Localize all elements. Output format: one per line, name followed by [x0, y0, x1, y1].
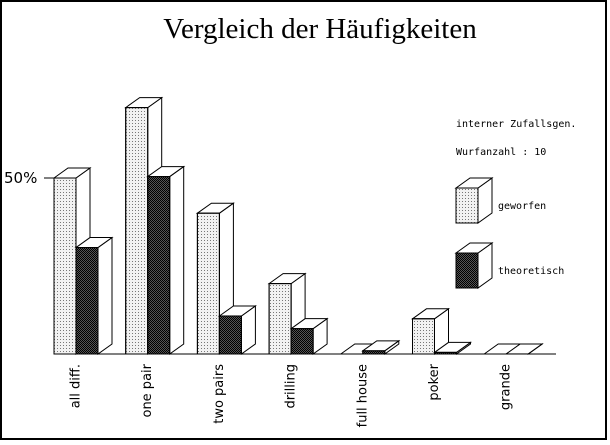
x-tick-label: all diff. [69, 364, 84, 408]
annotation: Wurfanzahl : 10 [456, 147, 546, 158]
bar-texture [53, 177, 77, 355]
bar-texture [196, 212, 220, 355]
bar-texture [218, 315, 242, 355]
legend-swatch-texture [455, 187, 479, 224]
bar-texture [75, 247, 99, 355]
x-tick-label: one pair [140, 363, 155, 417]
chart-title: Vergleich der Häufigkeiten [163, 13, 477, 45]
annotation: interner Zufallsgen. [456, 119, 576, 130]
legend-label: theoretisch [498, 266, 564, 277]
bar-texture [290, 328, 314, 355]
bar-texture [268, 283, 292, 355]
bar-texture [147, 176, 171, 355]
x-tick-label: drilling [284, 364, 299, 409]
x-tick-label: full house [355, 364, 370, 427]
bar-texture [125, 107, 149, 355]
bar-side [97, 236, 113, 355]
x-tick-label: two pairs [212, 364, 227, 424]
bar-texture [434, 351, 457, 355]
y-tick-label: 50% [4, 169, 37, 187]
bar-side [169, 165, 185, 355]
bar-texture [362, 350, 386, 355]
x-tick-label: grande [499, 364, 514, 410]
legend-label: geworfen [498, 201, 546, 212]
legend-swatch-texture [455, 252, 479, 289]
bar-texture [412, 318, 435, 355]
x-tick-label: poker [427, 363, 442, 400]
